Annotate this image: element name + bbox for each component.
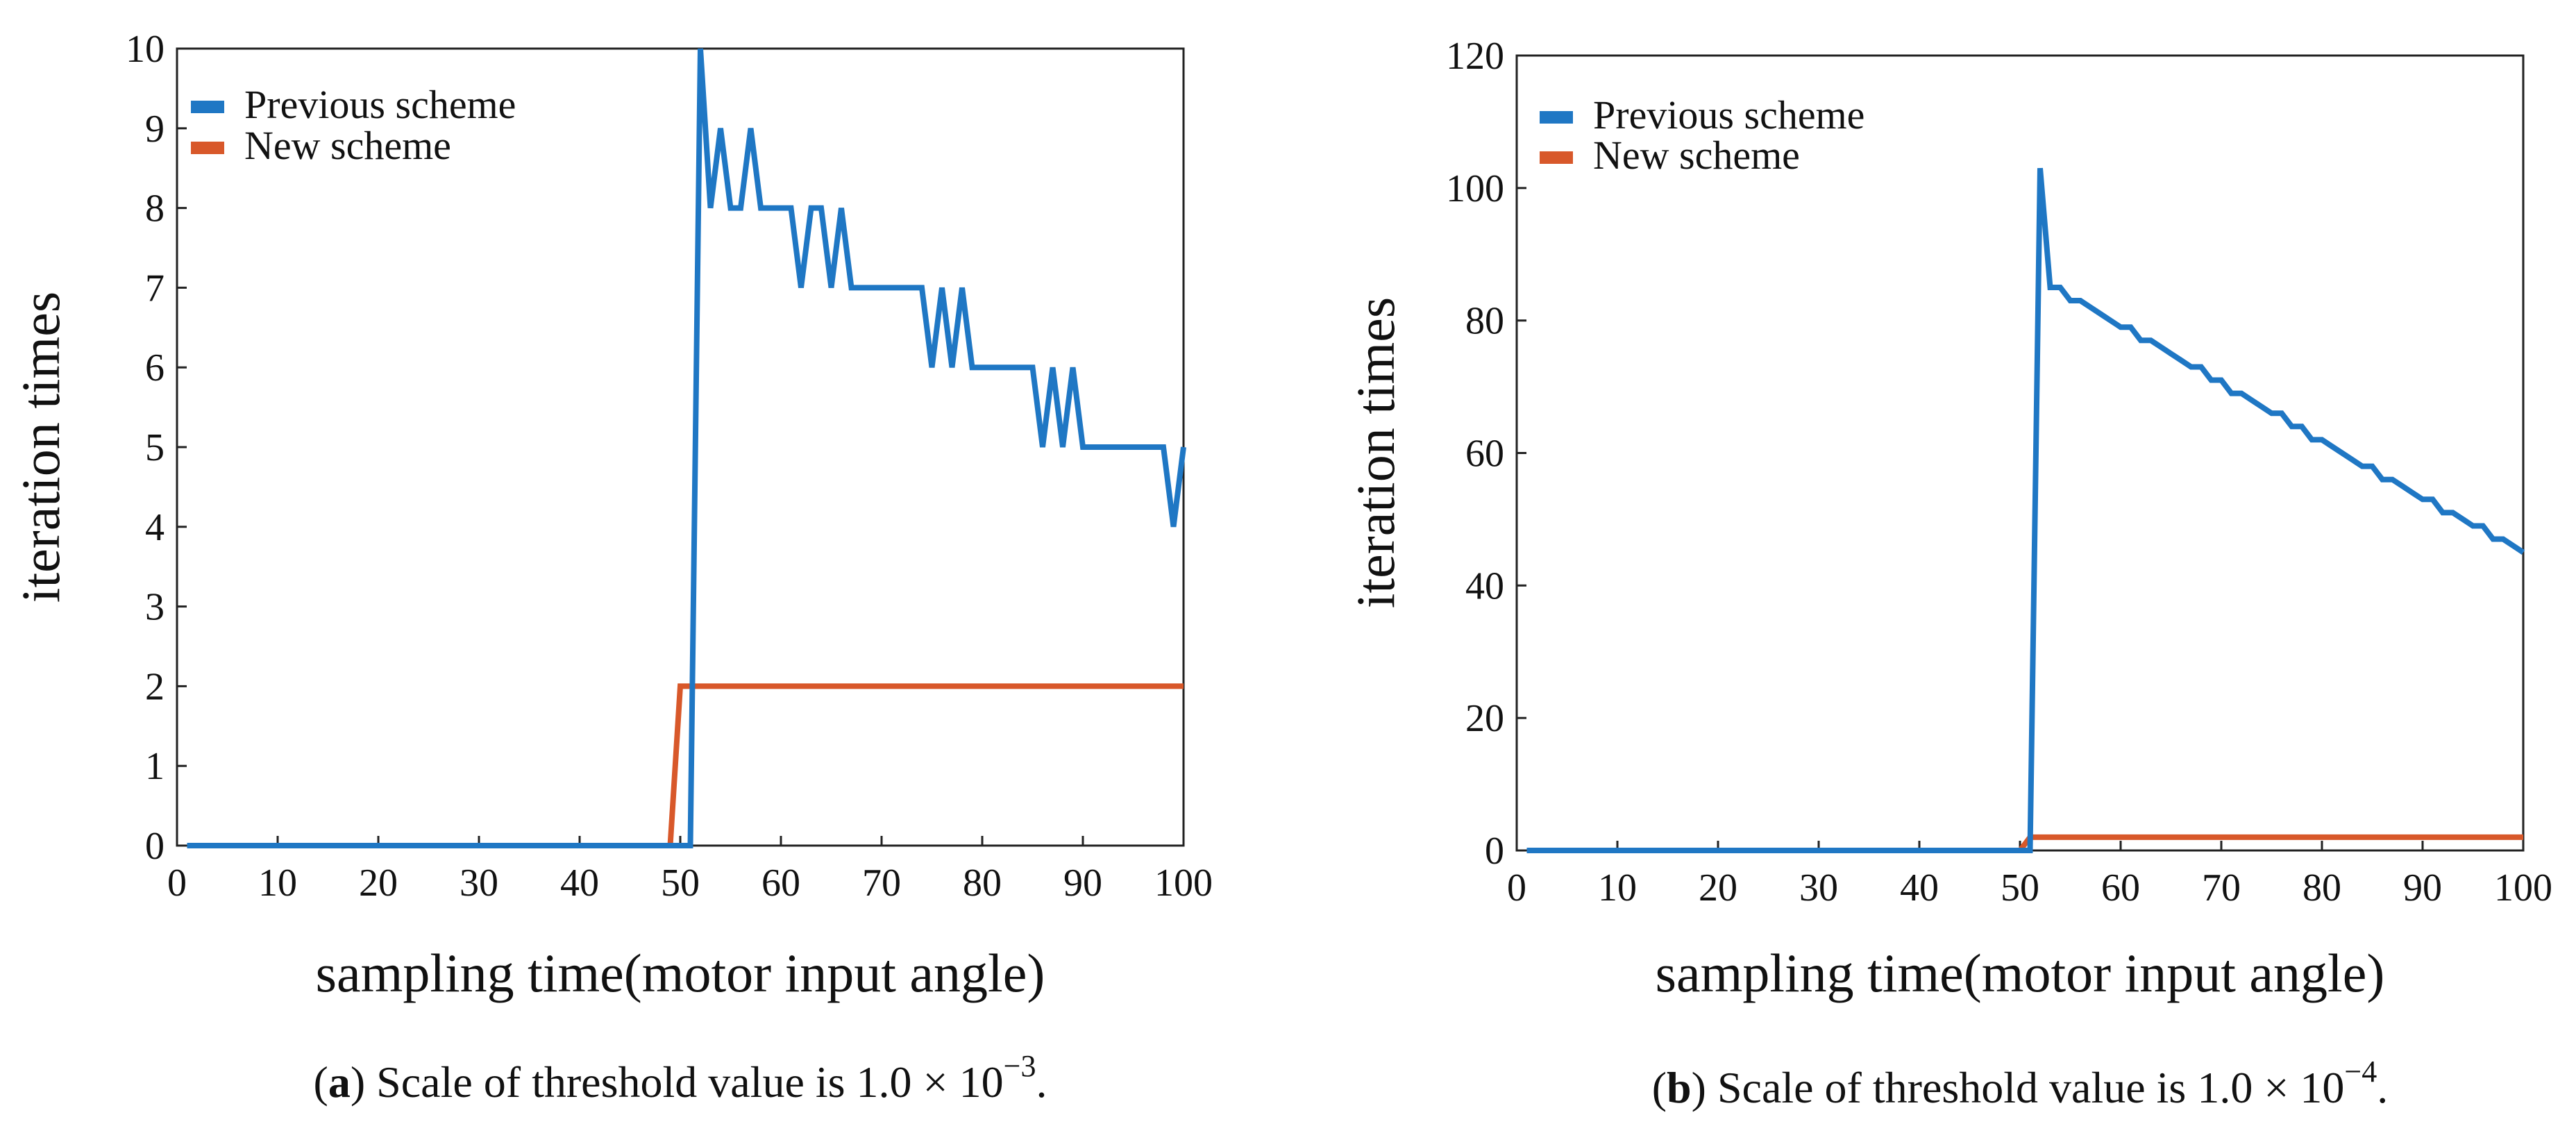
chart-a-legend-label-previous: Previous scheme bbox=[244, 82, 516, 127]
chart-b-x-tick-label: 90 bbox=[2403, 866, 2442, 909]
chart-b-y-tick-label: 0 bbox=[1485, 830, 1504, 873]
chart-a-legend-swatch-new bbox=[191, 142, 224, 154]
chart-a-line-previous-scheme bbox=[187, 48, 1186, 848]
chart-a-x-tick-label: 50 bbox=[661, 862, 700, 905]
chart-a-x-tick-label: 70 bbox=[862, 862, 901, 905]
chart-a-y-tick-label: 2 bbox=[145, 665, 165, 708]
chart-a-y-tick-label: 9 bbox=[145, 108, 165, 151]
chart-b-legend-label-previous: Previous scheme bbox=[1593, 92, 1864, 137]
chart-b-x-tick-label: 10 bbox=[1598, 866, 1637, 909]
chart-a-x-tick-label: 10 bbox=[258, 862, 297, 905]
chart-a-y-tick-label: 3 bbox=[145, 586, 165, 629]
chart-b-y-tick-label: 60 bbox=[1465, 433, 1504, 476]
chart-a-x-axis-title: sampling time(motor input angle) bbox=[316, 943, 1045, 1003]
chart-b-x-tick-label: 100 bbox=[2494, 866, 2552, 909]
chart-a-x-tick-label: 30 bbox=[460, 862, 498, 905]
chart-a-x-tick-label: 40 bbox=[560, 862, 599, 905]
chart-b-x-tick-label: 30 bbox=[1799, 866, 1838, 909]
chart-b-caption-label: b bbox=[1667, 1063, 1692, 1112]
chart-b-x-tick-label: 40 bbox=[1900, 866, 1939, 909]
chart-b-x-axis-title: sampling time(motor input angle) bbox=[1656, 943, 2385, 1003]
chart-a-y-tick-label: 0 bbox=[145, 825, 165, 868]
chart-a-legend-swatch-previous bbox=[191, 101, 224, 113]
chart-a-y-tick-label: 4 bbox=[145, 506, 165, 549]
chart-b-y-tick-label: 120 bbox=[1446, 35, 1504, 78]
chart-a-line-new-scheme bbox=[187, 683, 1184, 848]
chart-a-caption-end: . bbox=[1036, 1057, 1047, 1107]
chart-a-x-ticks: 0 10 20 30 40 50 60 70 80 90 100 bbox=[167, 836, 1213, 905]
chart-a-x-tick-label: 100 bbox=[1154, 862, 1213, 905]
chart-b-x-tick-label: 20 bbox=[1699, 866, 1737, 909]
chart-a-caption-text: ) Scale of threshold value is 1.0 × 10 bbox=[351, 1057, 1004, 1107]
chart-a-legend-label-new: New scheme bbox=[244, 123, 451, 168]
chart-b-y-tick-label: 100 bbox=[1446, 167, 1504, 210]
chart-a-y-tick-label: 8 bbox=[145, 187, 165, 230]
chart-b-caption-text: ) Scale of threshold value is 1.0 × 10 bbox=[1692, 1063, 2345, 1112]
chart-b-caption: (b) Scale of threshold value is 1.0 × 10… bbox=[1652, 1055, 2389, 1112]
chart-b-y-tick-label: 20 bbox=[1465, 697, 1504, 740]
chart-a-y-tick-label: 5 bbox=[145, 426, 165, 469]
chart-b-series bbox=[1526, 167, 2525, 853]
chart-b-caption-exponent: −4 bbox=[2344, 1055, 2377, 1089]
chart-a-y-ticks: 0 1 2 3 4 5 6 7 8 9 10 bbox=[126, 28, 187, 868]
chart-a: 0 1 2 3 4 5 6 7 8 9 10 0 10 20 30 40 50 60 70 80 90 100 iter… bbox=[10, 28, 1213, 1107]
chart-a-x-tick-label: 60 bbox=[761, 862, 800, 905]
chart-a-x-tick-label: 0 bbox=[167, 862, 187, 905]
chart-a-caption-exponent: −3 bbox=[1004, 1049, 1036, 1083]
chart-b-line-previous-scheme bbox=[1526, 167, 2525, 853]
chart-a-y-axis-title: iteration times bbox=[10, 292, 71, 603]
chart-b-legend-swatch-previous bbox=[1540, 111, 1573, 124]
chart-b-x-tick-label: 50 bbox=[2001, 866, 2039, 909]
chart-b-y-ticks: 0 20 40 60 80 100 120 bbox=[1446, 35, 1526, 873]
chart-a-legend: Previous scheme New scheme bbox=[191, 82, 516, 168]
chart-b-x-tick-label: 0 bbox=[1507, 866, 1526, 909]
chart-b: 0 20 40 60 80 100 120 0 10 20 30 40 50 60 70 80 90 100 i… bbox=[1345, 35, 2552, 1112]
chart-a-x-tick-label: 90 bbox=[1063, 862, 1102, 905]
chart-b-x-tick-label: 60 bbox=[2101, 866, 2140, 909]
chart-a-series bbox=[187, 48, 1186, 848]
chart-a-y-tick-label: 10 bbox=[126, 28, 165, 71]
chart-a-x-tick-label: 20 bbox=[359, 862, 398, 905]
chart-a-y-tick-label: 7 bbox=[145, 267, 165, 310]
chart-a-caption: (a) Scale of threshold value is 1.0 × 10… bbox=[314, 1049, 1047, 1107]
chart-b-legend-label-new: New scheme bbox=[1593, 133, 1800, 178]
chart-a-caption-label: a bbox=[328, 1057, 351, 1107]
chart-b-x-ticks: 0 10 20 30 40 50 60 70 80 90 100 bbox=[1507, 841, 2552, 909]
chart-a-y-tick-label: 1 bbox=[145, 745, 165, 788]
chart-b-legend-swatch-new bbox=[1540, 151, 1573, 164]
chart-b-x-tick-label: 80 bbox=[2303, 866, 2341, 909]
chart-b-y-tick-label: 40 bbox=[1465, 564, 1504, 607]
chart-a-x-tick-label: 80 bbox=[963, 862, 1002, 905]
chart-b-legend: Previous scheme New scheme bbox=[1540, 92, 1864, 178]
chart-a-y-tick-label: 6 bbox=[145, 346, 165, 389]
chart-b-y-tick-label: 80 bbox=[1465, 300, 1504, 343]
chart-b-x-tick-label: 70 bbox=[2202, 866, 2241, 909]
chart-b-caption-end: . bbox=[2377, 1063, 2388, 1112]
chart-b-y-axis-title: iteration times bbox=[1345, 297, 1406, 608]
